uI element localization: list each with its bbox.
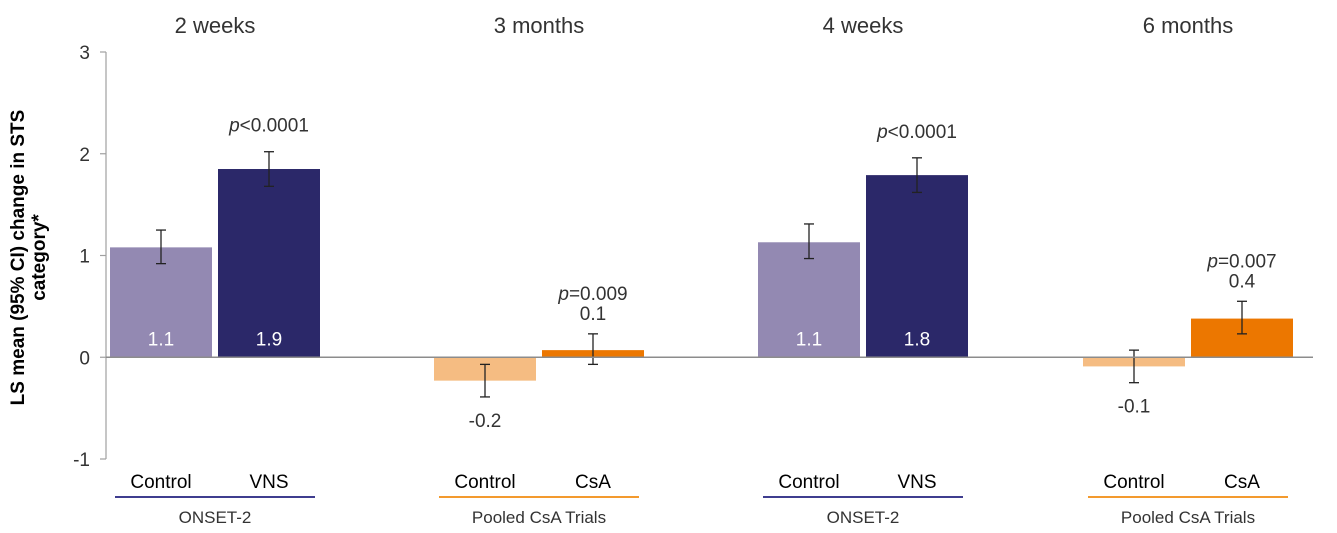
study-label: ONSET-2 — [179, 508, 252, 527]
category-label: Control — [130, 472, 191, 493]
error-bar — [480, 363, 490, 398]
data-label: 1.1 — [796, 329, 822, 350]
p-value-text: <0.0001 — [240, 116, 309, 137]
category-label: Control — [1103, 472, 1164, 493]
p-value-symbol: p — [557, 284, 569, 305]
data-label: -0.1 — [1118, 397, 1151, 418]
category-label: Control — [454, 472, 515, 493]
category-label: VNS — [249, 472, 288, 493]
p-value-symbol: p — [876, 122, 888, 143]
p-value-text: <0.0001 — [888, 122, 957, 143]
error-bar — [156, 229, 166, 265]
error-bar — [912, 157, 922, 194]
bar-vns — [218, 169, 320, 358]
study-label: Pooled CsA Trials — [1121, 508, 1255, 527]
y-axis-title: LS mean (95% CI) change in STS category* — [8, 110, 50, 406]
y-axis-title-line-2: category* — [29, 214, 50, 301]
y-tick-label: 1 — [79, 247, 90, 268]
y-tick-label: 0 — [79, 348, 90, 369]
p-value-label: p=0.009 — [557, 284, 627, 305]
p-value-text: =0.007 — [1218, 251, 1277, 272]
data-label: 0.1 — [580, 304, 606, 325]
timepoint-header: 2 weeks — [175, 13, 256, 38]
axes: -1 0 1 2 3 — [73, 43, 107, 471]
p-value-symbol: p — [228, 116, 240, 137]
timepoint-header: 4 weeks — [823, 13, 904, 38]
category-label: Control — [778, 472, 839, 493]
error-bar — [1129, 349, 1139, 384]
bar-group: 1.1 Control 1.8 VNS p<0.0001 4 weeks ONSET-2 — [758, 13, 968, 527]
error-bar — [264, 151, 274, 187]
bar-group: 1.1 Control 1.9 VNS p<0.0001 2 weeks ONSET-2 — [110, 13, 320, 527]
study-label: ONSET-2 — [827, 508, 900, 527]
category-label: CsA — [575, 472, 611, 493]
p-value-text: =0.009 — [569, 284, 628, 305]
data-label: 1.8 — [904, 329, 930, 350]
p-value-symbol: p — [1206, 251, 1218, 272]
timepoint-header: 6 months — [1143, 13, 1234, 38]
bar-vns — [866, 175, 968, 358]
data-label: 0.4 — [1229, 271, 1256, 292]
category-label: VNS — [897, 472, 936, 493]
category-label: CsA — [1224, 472, 1260, 493]
bar-group: -0.2 Control 0.1 CsA p=0.009 3 months Pooled C… — [434, 13, 644, 527]
bar-group: -0.1 Control 0.4 CsA p=0.007 6 months Pooled C… — [1083, 13, 1293, 527]
bar-control — [758, 242, 860, 358]
timepoint-header: 3 months — [494, 13, 585, 38]
data-label: 1.1 — [148, 329, 174, 350]
p-value-label: p<0.0001 — [228, 116, 309, 137]
y-axis-title-line-1: LS mean (95% CI) change in STS — [8, 110, 29, 406]
p-value-label: p=0.007 — [1206, 251, 1276, 272]
data-label: -0.2 — [469, 411, 502, 432]
y-tick-label: 2 — [79, 145, 90, 166]
data-label: 1.9 — [256, 329, 282, 350]
p-value-label: p<0.0001 — [876, 122, 957, 143]
study-label: Pooled CsA Trials — [472, 508, 606, 527]
bar-control — [110, 247, 212, 358]
error-bar — [1237, 300, 1247, 335]
error-bar — [804, 223, 814, 260]
y-tick-label: -1 — [73, 450, 90, 471]
y-tick-label: 3 — [79, 43, 90, 64]
error-bar — [588, 333, 598, 366]
